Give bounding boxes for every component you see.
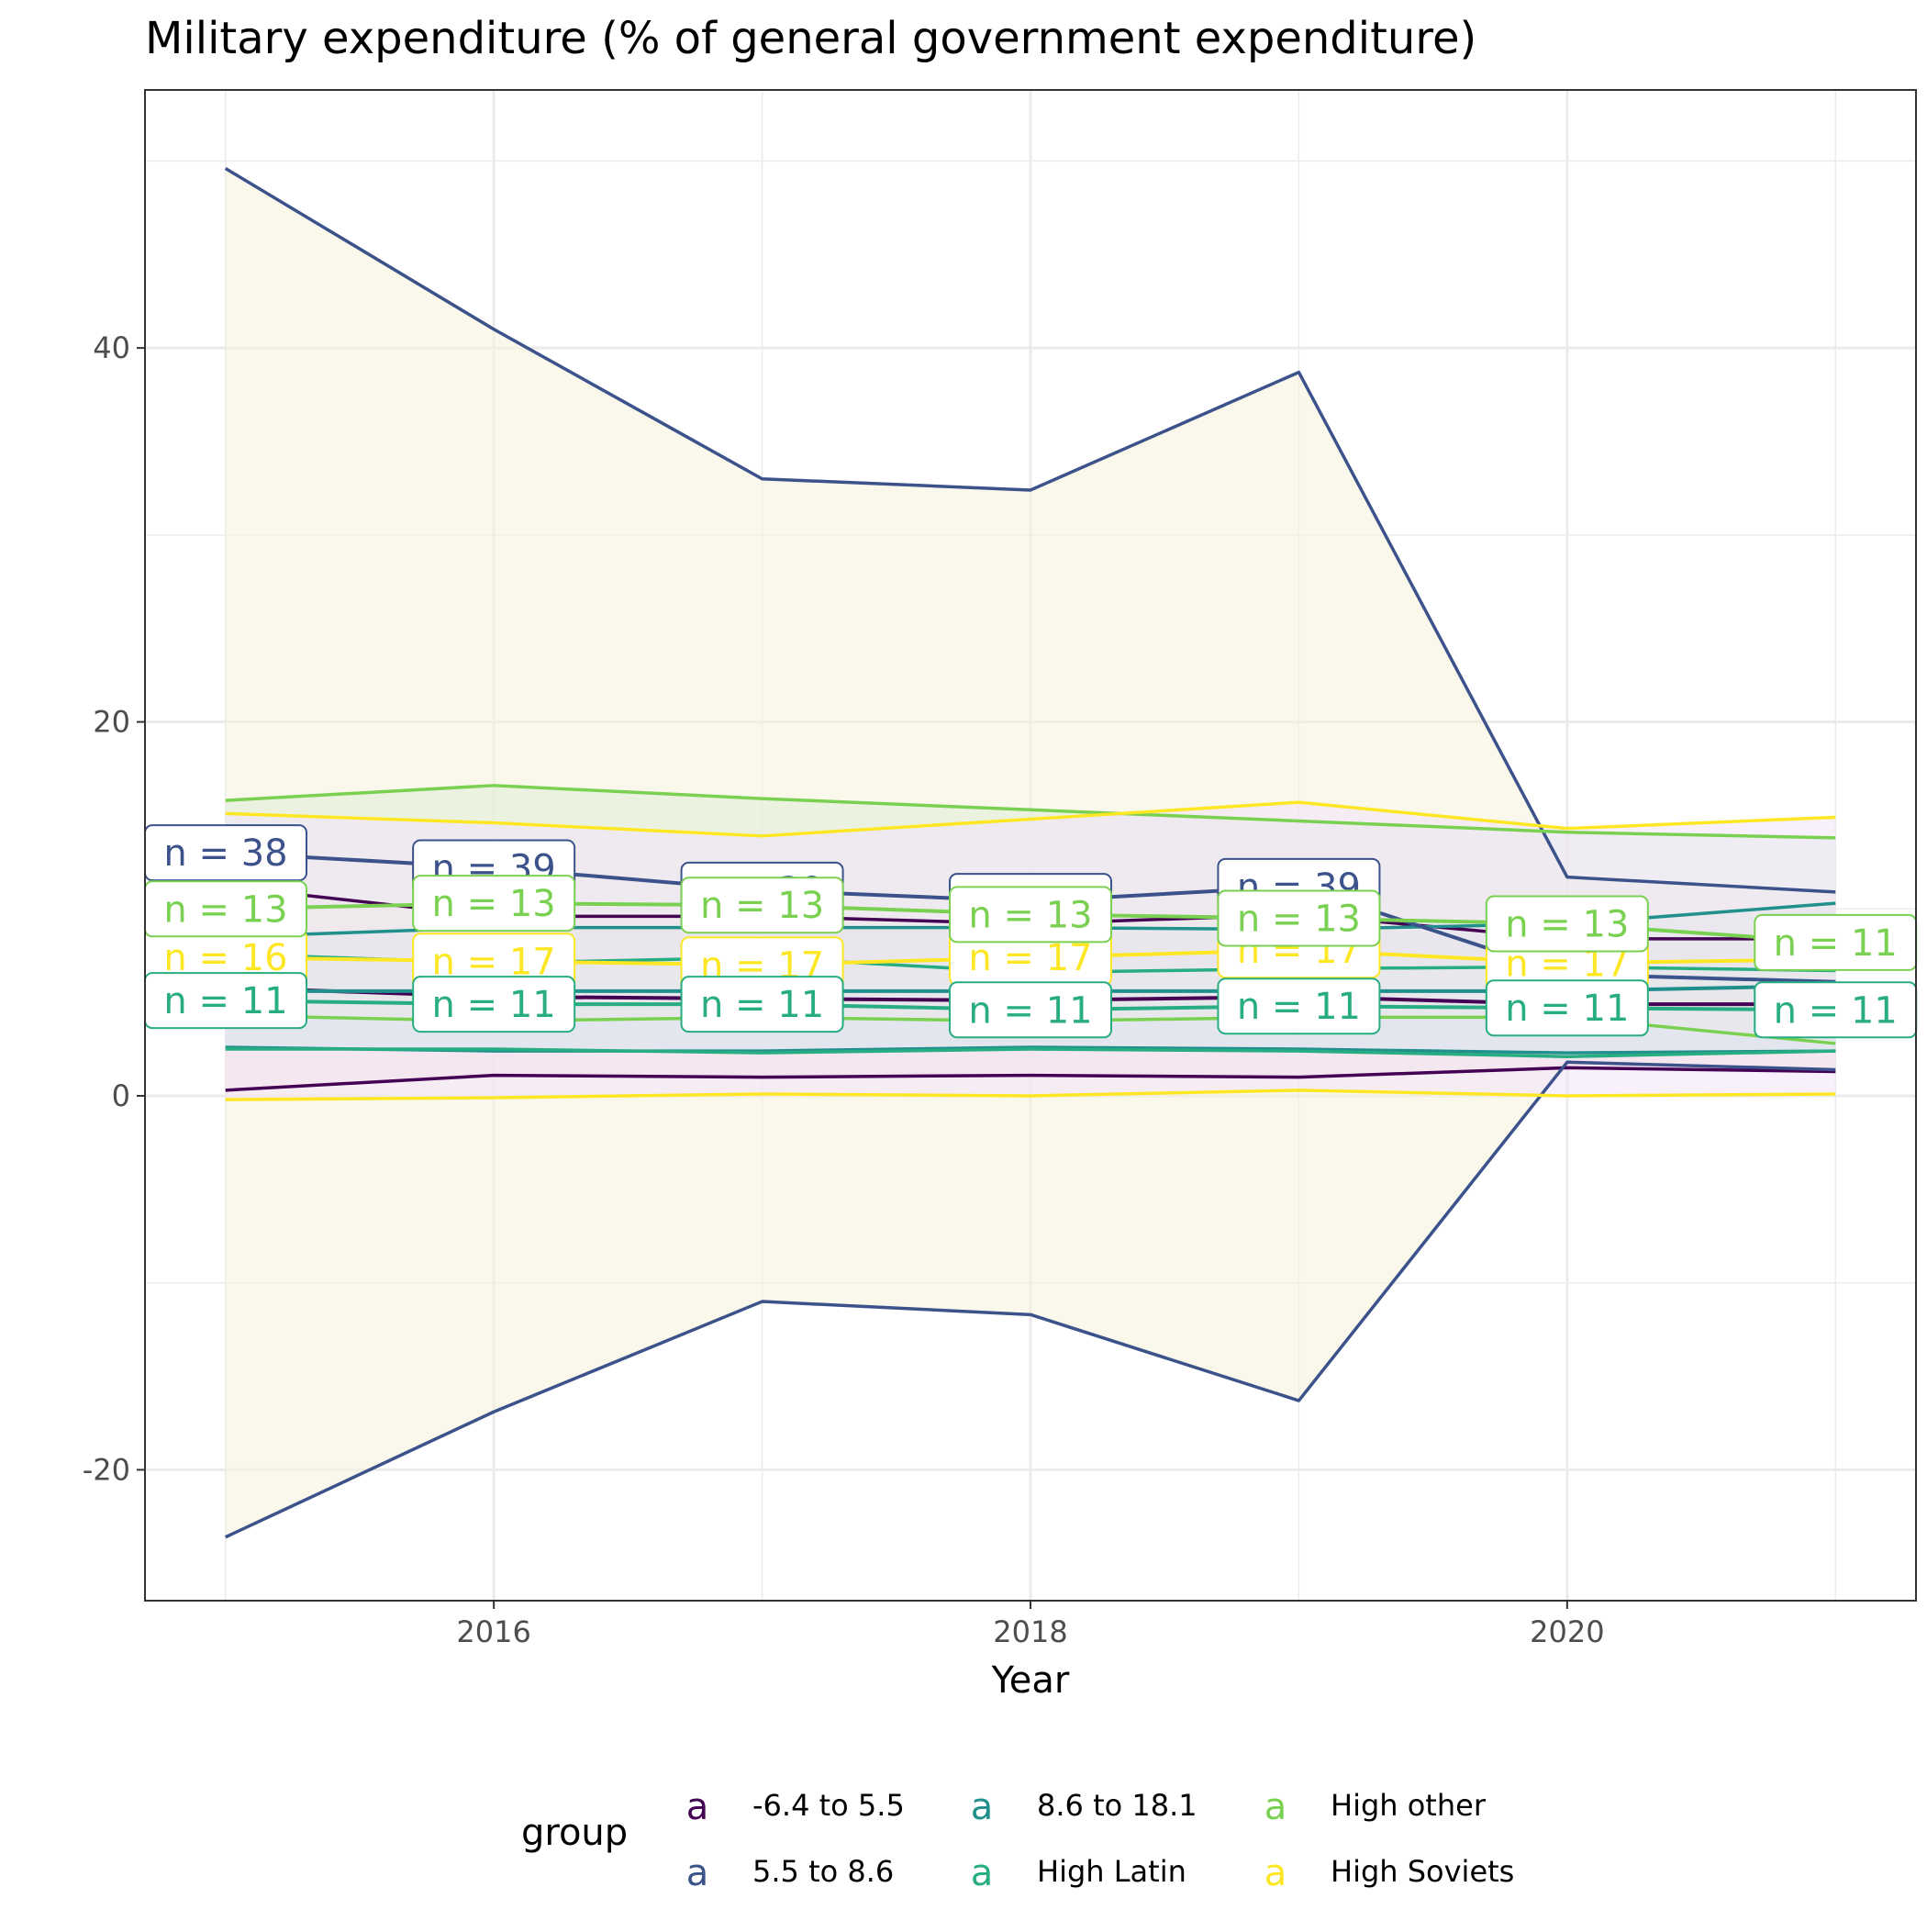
axis-ticks: -20 0 20 40 2016 2018 2020 xyxy=(83,330,1605,1649)
count-label-text: n = 11 xyxy=(432,984,556,1026)
legend-label: 8.6 to 18.1 xyxy=(1037,1788,1197,1823)
count-label-text: n = 13 xyxy=(432,883,556,925)
legend-item-high-other: a High other xyxy=(1264,1786,1487,1828)
count-label: n = 38 xyxy=(144,824,307,882)
count-label-text: n = 13 xyxy=(700,885,824,927)
count-label: n = 11 xyxy=(949,981,1112,1039)
count-label-text: n = 11 xyxy=(1505,988,1629,1030)
count-label: n = 17 xyxy=(949,929,1112,987)
count-label: n = 11 xyxy=(1754,913,1918,971)
legend-label: -6.4 to 5.5 xyxy=(752,1788,905,1823)
upper-line-high-soviets xyxy=(225,800,1836,838)
count-labels: n = 38n = 39n = 39n = 39n = 39n = 16n = … xyxy=(144,824,1918,1039)
count-label-text: n = 13 xyxy=(1505,904,1629,946)
upper-line-high-other xyxy=(225,784,1836,840)
legend-key: a xyxy=(1264,1852,1287,1894)
count-label-text: n = 13 xyxy=(163,888,287,931)
count-label: n = 13 xyxy=(1217,889,1381,947)
x-tick-label: 2020 xyxy=(1530,1614,1604,1649)
legend-key: a xyxy=(686,1852,709,1894)
lower-line-high-latin xyxy=(225,1047,1836,1058)
count-label-box xyxy=(1217,977,1381,1035)
count-label-text: n = 11 xyxy=(700,984,824,1026)
count-label: n = 13 xyxy=(412,875,576,932)
legend-item-high-latin: a High Latin xyxy=(971,1852,1186,1894)
count-label-box xyxy=(1485,979,1649,1037)
count-label: n = 11 xyxy=(412,976,576,1033)
lower-line-5-5-to-8-6 xyxy=(224,1060,1836,1539)
count-label: n = 11 xyxy=(144,972,307,1030)
y-tick-label: -20 xyxy=(83,1452,130,1487)
count-label: n = 13 xyxy=(949,886,1112,944)
lower-line-6-4-to-5-5 xyxy=(225,1066,1836,1092)
count-label-box xyxy=(949,981,1112,1039)
count-label-box xyxy=(949,886,1112,944)
count-label: n = 11 xyxy=(1754,981,1918,1039)
count-label-text: n = 11 xyxy=(1237,986,1361,1028)
x-tick-label: 2018 xyxy=(993,1614,1067,1649)
legend-item-8-6-to-18-1: a 8.6 to 18.1 xyxy=(971,1786,1197,1828)
count-label-box xyxy=(1485,895,1649,953)
upper-line-5-5-to-8-6 xyxy=(224,167,1836,894)
count-label-text: n = 13 xyxy=(1237,898,1361,940)
count-label-box xyxy=(1217,889,1381,947)
count-label: n = 11 xyxy=(1485,979,1649,1037)
legend-key: a xyxy=(1264,1786,1287,1828)
count-label-box xyxy=(680,976,844,1033)
x-tick-label: 2016 xyxy=(456,1614,530,1649)
count-label-box xyxy=(412,976,576,1033)
count-label: n = 11 xyxy=(680,976,844,1033)
legend-item-5-5-to-8-6: a 5.5 to 8.6 xyxy=(686,1852,895,1894)
y-tick-label: 20 xyxy=(93,705,130,740)
lower-line-high-soviets xyxy=(225,1089,1836,1101)
legend: group a -6.4 to 5.5 a 5.5 to 8.6 a 8.6 to 18.… xyxy=(521,1786,1514,1894)
legend-item-6-4-to-5-5: a -6.4 to 5.5 xyxy=(686,1786,905,1828)
count-label-text: n = 38 xyxy=(163,832,287,875)
legend-label: High Latin xyxy=(1037,1854,1186,1889)
legend-item-high-soviets: a High Soviets xyxy=(1264,1852,1515,1894)
count-label-text: n = 11 xyxy=(968,989,1092,1032)
lower-line-8-6-to-18-1 xyxy=(225,1045,1836,1055)
count-label-text: n = 13 xyxy=(968,894,1092,936)
count-label-text: n = 11 xyxy=(1774,989,1898,1032)
count-label: n = 13 xyxy=(680,877,844,934)
count-label-text: n = 17 xyxy=(968,937,1092,979)
legend-title: group xyxy=(521,1812,628,1854)
legend-key: a xyxy=(686,1786,709,1828)
legend-label: 5.5 to 8.6 xyxy=(752,1854,894,1889)
count-label: n = 11 xyxy=(1217,977,1381,1035)
count-label-text: n = 11 xyxy=(1774,922,1898,965)
count-label-box xyxy=(680,877,844,934)
legend-label: High other xyxy=(1331,1788,1487,1823)
x-axis-title: Year xyxy=(991,1659,1070,1702)
count-label: n = 13 xyxy=(1485,895,1649,953)
legend-key: a xyxy=(971,1852,994,1894)
chart-title: Military expenditure (% of general gover… xyxy=(145,13,1476,64)
legend-key: a xyxy=(971,1786,994,1828)
y-tick-label: 40 xyxy=(93,330,130,365)
count-label-text: n = 11 xyxy=(163,980,287,1022)
legend-label: High Soviets xyxy=(1331,1854,1514,1889)
count-label: n = 13 xyxy=(144,880,307,938)
count-label: n = 16 xyxy=(144,929,307,987)
count-label-box xyxy=(412,875,576,932)
y-tick-label: 0 xyxy=(112,1078,130,1113)
